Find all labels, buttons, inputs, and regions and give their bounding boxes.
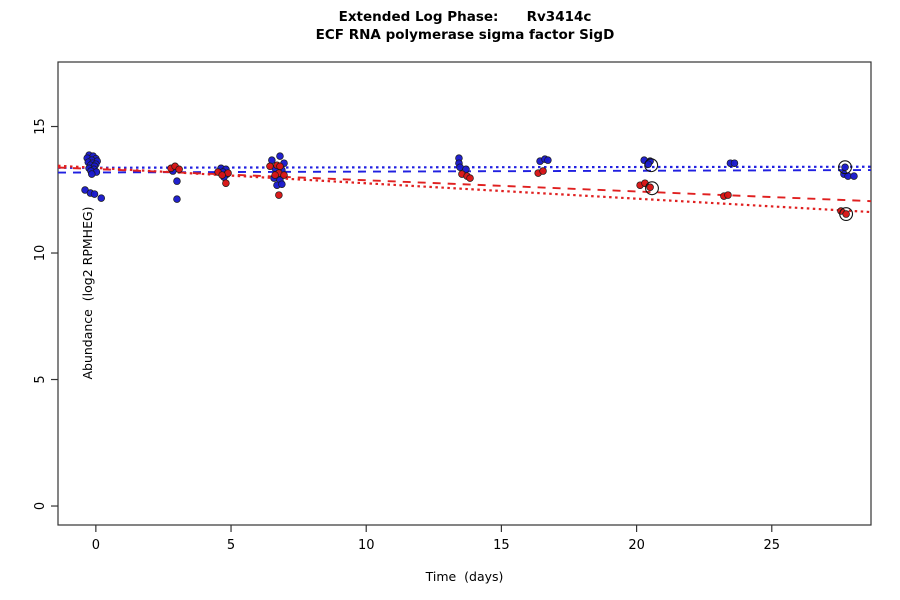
data-point-red <box>222 179 230 187</box>
data-point-blue <box>841 163 849 172</box>
data-point-blue <box>173 195 181 203</box>
x-tick-label: 10 <box>358 538 375 553</box>
data-point-red <box>466 174 474 182</box>
y-tick-label: 15 <box>33 118 48 135</box>
data-point-blue <box>850 172 858 180</box>
data-point-blue <box>278 180 286 188</box>
trend-line-red-dashed <box>57 166 872 203</box>
chart-title: Extended Log Phase: Rv3414c ECF RNA poly… <box>0 8 900 44</box>
data-point-blue <box>544 156 552 164</box>
flagged-point-marker <box>838 160 852 175</box>
x-axis-label: Time (days) <box>425 569 504 584</box>
data-point-red <box>276 162 284 170</box>
data-point-red <box>539 167 547 175</box>
data-point-blue <box>276 152 284 160</box>
x-tick-label: 15 <box>493 538 510 553</box>
data-point-red <box>175 165 183 174</box>
data-point-blue <box>97 194 106 202</box>
flagged-point-marker <box>644 158 659 173</box>
data-point-blue <box>173 177 181 185</box>
chart-title-line2: ECF RNA polymerase sigma factor SigD <box>315 27 615 43</box>
data-point-blue <box>88 170 96 178</box>
data-point-red <box>280 171 288 179</box>
chart-title-line1: Extended Log Phase: Rv3414c <box>338 9 592 25</box>
data-point-red <box>275 191 283 199</box>
trend-line-red-dotted <box>57 164 872 214</box>
data-point-red <box>842 210 850 218</box>
x-tick-label: 25 <box>764 538 781 553</box>
flagged-point-marker <box>839 207 854 222</box>
data-point-red <box>218 171 226 179</box>
x-tick-label: 20 <box>628 538 645 553</box>
data-point-red <box>724 191 732 199</box>
data-point-red <box>271 171 279 179</box>
y-axis-label: Abundance (log2 RPMHEG) <box>80 206 96 380</box>
data-point-red <box>266 162 274 170</box>
data-point-blue <box>90 190 99 198</box>
x-tick-label: 5 <box>227 538 235 553</box>
y-tick-label: 5 <box>33 375 48 383</box>
data-point-red <box>646 183 654 191</box>
flagged-point-marker <box>645 181 659 196</box>
y-tick-label: 0 <box>33 502 48 510</box>
data-point-blue <box>730 159 739 167</box>
x-tick-label: 0 <box>92 538 100 553</box>
y-tick-label: 10 <box>33 245 48 262</box>
plot-border <box>57 61 872 526</box>
